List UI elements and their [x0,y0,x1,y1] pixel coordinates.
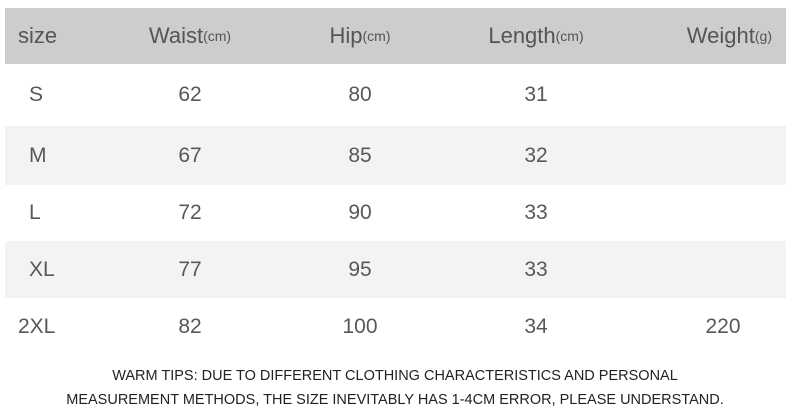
cell-waist: 82 [178,314,202,338]
header-label: Waist [148,23,204,48]
header-hip: Hip (cm) [329,8,390,64]
header-label: Length [488,23,556,48]
cell-length: 33 [524,257,548,281]
cell-waist: 62 [178,83,202,106]
cell-weight: 220 [705,314,741,338]
cell-length: 32 [524,143,548,167]
cell-hip: 90 [348,201,372,224]
cell-waist: 67 [178,143,202,167]
cell-size: 2XL [18,314,56,338]
cell-length: 31 [524,83,548,106]
header-unit: (cm) [555,28,584,44]
cell-size: S [29,83,44,106]
table-row: L 72 90 33 [5,185,786,241]
cell-hip: 95 [348,257,372,281]
header-unit: (cm) [362,28,391,44]
table-header: size Waist (cm) Hip (cm) Length (cm) Weight… [5,8,786,64]
table-row: XL 77 95 33 [5,241,786,298]
cell-waist: 72 [178,201,202,224]
table-row: S 62 80 31 [5,64,786,126]
tips-line-1: WARM TIPS: DUE TO DIFFERENT CLOTHING CHA… [112,368,678,384]
header-label: Hip [329,23,363,48]
cell-length: 33 [524,201,548,224]
header-length: Length (cm) [488,8,583,64]
cell-hip: 85 [348,143,372,167]
cell-hip: 80 [348,83,372,106]
warm-tips: WARM TIPS: DUE TO DIFFERENT CLOTHING CHA… [0,364,790,412]
table-row: M 67 85 32 [5,126,786,185]
table-row: 2XL 82 100 34 220 [5,298,786,355]
cell-length: 34 [524,314,548,338]
header-unit: (g) [754,28,772,44]
tips-line-2: MEASUREMENT METHODS, THE SIZE INEVITABLY… [66,392,724,408]
header-size: size [18,8,57,64]
header-label: size [18,23,58,48]
header-weight: Weight (g) [687,8,772,64]
cell-size: M [29,143,47,167]
header-label: Weight [686,23,755,48]
header-unit: (cm) [203,28,232,44]
cell-waist: 77 [178,257,202,281]
cell-hip: 100 [342,314,378,338]
cell-size: XL [29,257,55,281]
header-waist: Waist (cm) [149,8,231,64]
cell-size: L [29,201,41,224]
